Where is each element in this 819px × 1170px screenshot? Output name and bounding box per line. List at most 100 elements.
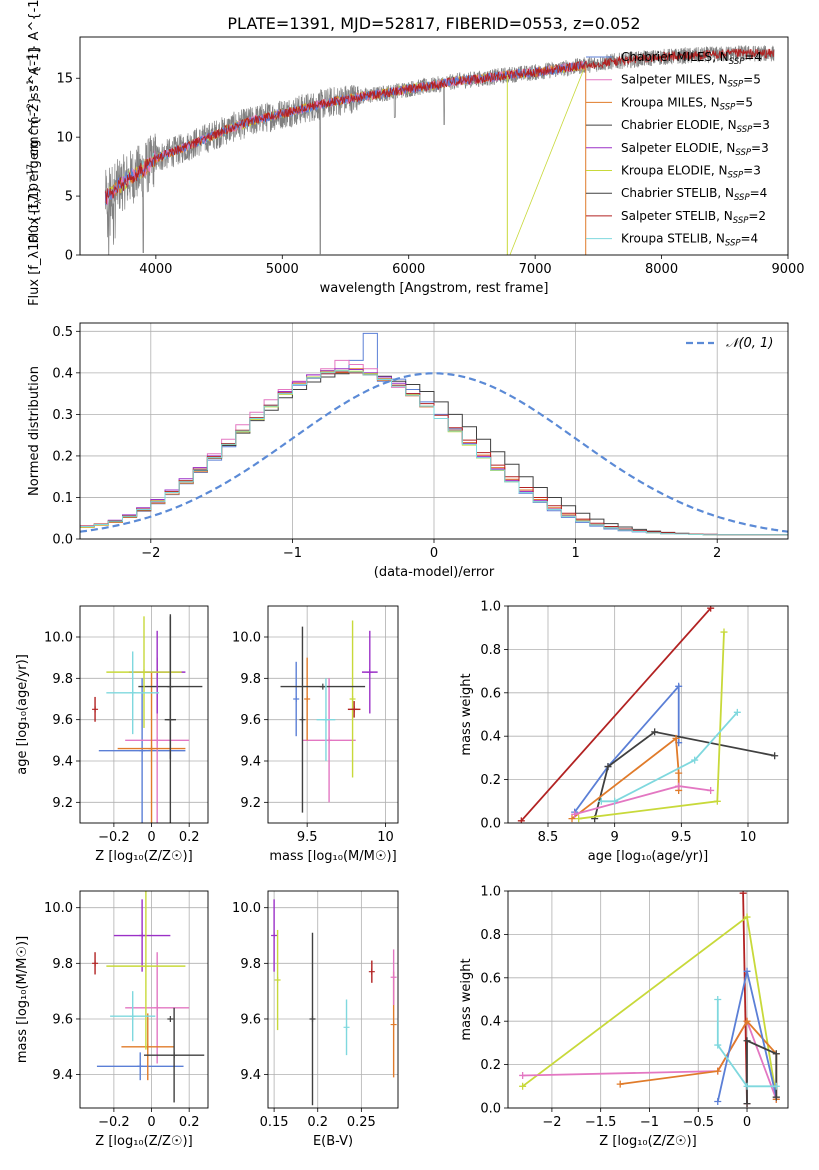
z-vs-age-ytick-label: 9.2 — [52, 796, 73, 811]
age-vs-massweight-marker — [720, 628, 728, 636]
age-vs-massweight-xlabel: age [log₁₀(age/yr)] — [588, 849, 709, 864]
z-vs-mass-marker — [142, 963, 149, 970]
z-vs-massweight-marker — [714, 1041, 722, 1049]
z-vs-mass-point — [113, 899, 171, 972]
z-vs-massweight-ytick-label: 0.4 — [480, 1015, 501, 1030]
z-vs-mass-point — [96, 1052, 184, 1081]
residuals-ytick-label: 0.0 — [52, 533, 73, 548]
age-vs-massweight-series-k_stelib — [601, 711, 738, 803]
age-vs-massweight-series-s_stelib — [520, 607, 712, 822]
z-vs-massweight-ytick-label: 0.0 — [480, 1102, 501, 1117]
spectrum-xtick-label: 5000 — [266, 262, 299, 277]
legend-entry: Chabrier ELODIE, NSSP=3 — [621, 118, 770, 135]
age-vs-massweight-marker — [675, 682, 683, 690]
model-spectrum-s_stelib — [104, 48, 775, 205]
z-vs-mass-marker — [154, 1004, 161, 1011]
mass-vs-age-panel: 9.5 10 9.2 9.4 9.6 9.8 10.0 mass [log₁₀(M/M☉)] — [232, 605, 399, 864]
age-vs-massweight-xtick-label: 8.5 — [538, 830, 559, 845]
z-vs-massweight-xlabel: Z [log₁₀(Z/Z☉)] — [599, 1134, 696, 1149]
z-vs-massweight-frame — [507, 890, 789, 1109]
mass-vs-age-marker — [322, 716, 329, 723]
ebv_vs_mass-plot-area — [271, 899, 397, 1106]
z-vs-mass-ytick-label: 9.4 — [52, 1068, 73, 1083]
spectrum-xlabel: wavelength [Angstrom, rest frame] — [320, 281, 549, 296]
mass-vs-age-point — [347, 701, 361, 718]
z-vs-mass-xtick-label: 0.2 — [179, 1115, 200, 1130]
age-vs-massweight-marker — [672, 734, 680, 742]
z-vs-mass-ytick-label: 9.8 — [52, 957, 73, 972]
age-vs-massweight-marker — [597, 797, 605, 805]
residuals-ytick-label: 0.1 — [52, 491, 73, 506]
mass-vs-age-frame — [267, 605, 399, 824]
ebv-vs-mass-panel: 0.15 0.2 0.25 9.4 9.6 9.8 10.0 E(B-V) — [232, 890, 399, 1149]
z-vs-age-xtick-label: −0.2 — [98, 830, 130, 845]
mass-vs-age-xlabel: mass [log₁₀(M/M☉)] — [269, 849, 396, 864]
residuals-frame — [79, 322, 789, 540]
mass-vs-age-ytick-label: 9.2 — [240, 796, 261, 811]
z-vs-age-marker — [92, 706, 99, 713]
z-vs-age-marker — [141, 669, 147, 676]
age-vs-massweight-marker — [733, 708, 741, 716]
spectrum-ylabel: Flux [f_λ10^{-17} erg cm^{-2} s^{-1} A^{… — [27, 0, 42, 306]
ebv-vs-mass-marker — [274, 977, 281, 984]
age-vs-massweight-ytick-label: 1.0 — [480, 600, 501, 615]
z_vs_age-plot-area — [92, 614, 203, 823]
ebv-vs-mass-xtick-label: 0.2 — [307, 1115, 328, 1130]
age-vs-massweight-ytick-label: 0.2 — [480, 773, 501, 788]
ebv-vs-mass-xlabel: E(B-V) — [313, 1134, 353, 1149]
z-vs-massweight-xtick-label: 0 — [743, 1115, 751, 1130]
age-vs-massweight-grid — [508, 605, 788, 824]
legend-entry: Kroupa STELIB, NSSP=4 — [621, 232, 758, 249]
mass-vs-age-marker — [366, 669, 373, 676]
z-vs-massweight-ytick-label: 1.0 — [480, 885, 501, 900]
age-vs-massweight-marker — [575, 815, 583, 823]
ebv-vs-mass-marker — [390, 1021, 397, 1028]
z-vs-age-marker — [154, 737, 161, 744]
z-vs-massweight-marker — [519, 1082, 527, 1090]
spectrum-ytick-label: 5 — [65, 190, 73, 205]
z-vs-mass-xtick-label: −0.2 — [98, 1115, 130, 1130]
z-vs-age-point — [98, 678, 186, 823]
age-vs-massweight-marker — [571, 810, 579, 818]
mass-vs-age-point — [280, 683, 366, 690]
mass-vs-age-xtick-label: 10 — [377, 830, 394, 845]
age-vs-massweight-series-c_miles — [573, 683, 680, 813]
residuals-xtick-label: 1 — [571, 546, 579, 561]
z-vs-massweight-series-k_stelib — [716, 999, 777, 1088]
z-vs-mass-marker — [137, 1063, 144, 1070]
model-spectrum-s_miles — [104, 61, 587, 206]
age-vs-massweight-marker — [517, 817, 525, 823]
z-vs-massweight-marker — [714, 996, 722, 1003]
age-vs-massweight-ytick-label: 0.8 — [480, 643, 501, 658]
mass-vs-age-grid — [268, 606, 398, 823]
z-vs-massweight-ytick-label: 0.2 — [480, 1058, 501, 1073]
spectrum-panel: 4000 5000 6000 7000 8000 9000 0 5 10 15 wavelength… — [26, 0, 805, 306]
z_vs_mass-plot-area — [92, 891, 205, 1103]
spectrum-xtick-label: 7000 — [519, 262, 552, 277]
z-vs-mass-point — [144, 1007, 205, 1103]
z-vs-massweight-xtick-label: −1 — [640, 1115, 659, 1130]
legend-entry: Salpeter MILES, NSSP=5 — [621, 73, 761, 90]
z-vs-age-point — [106, 651, 160, 735]
residuals-ytick-label: 0.5 — [52, 325, 73, 340]
z-vs-mass-marker — [167, 1015, 174, 1022]
z-vs-mass-ytick-label: 9.6 — [52, 1012, 73, 1027]
residuals-xtick-label: 2 — [713, 546, 721, 561]
z-vs-mass-panel: −0.2 0 0.2 9.4 9.6 9.8 10.0 Z [log₁₀(Z/Z☉)] mass… — [15, 890, 209, 1149]
age-vs-massweight-marker — [611, 797, 619, 805]
z-vs-massweight-marker — [714, 1067, 722, 1075]
z-vs-mass-frame — [79, 890, 209, 1109]
z-vs-age-ytick-label: 10.0 — [44, 631, 73, 646]
spectrum-ytick-label: 15 — [56, 72, 73, 87]
ebv-vs-mass-grid — [268, 891, 398, 1108]
mass-vs-age-point — [349, 620, 356, 778]
age-vs-massweight-ylabel: mass weight — [459, 673, 474, 755]
z-vs-massweight-marker — [743, 1017, 751, 1025]
age-vs-massweight-ytick-label: 0.0 — [480, 817, 501, 832]
mass-vs-age-point — [316, 678, 336, 761]
model-spectrum-c_miles — [104, 61, 587, 206]
age-vs-massweight-xtick-label: 10 — [740, 830, 757, 845]
age-vs-massweight-marker — [707, 606, 715, 612]
z-vs-mass-point — [121, 1013, 175, 1081]
